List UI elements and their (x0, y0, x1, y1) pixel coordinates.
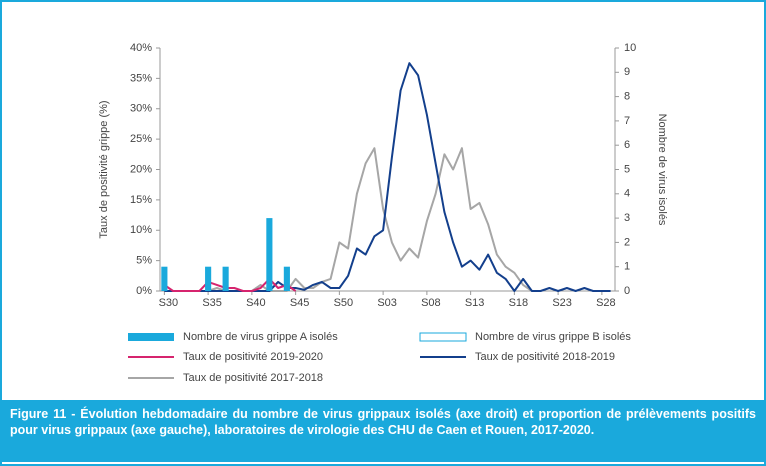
y2-tick-label: 8 (624, 91, 630, 103)
y2-tick-label: 2 (624, 236, 630, 248)
x-tick-label: S08 (421, 297, 441, 309)
y-tick-label: 10% (130, 224, 152, 236)
bar (283, 266, 290, 291)
line (164, 62, 611, 292)
x-tick-label: S35 (202, 297, 222, 309)
legend-swatch (419, 332, 467, 342)
y2-tick-label: 5 (624, 163, 630, 175)
chart: 0% 5% 10% 15% 20% 25% 30% 35% 40% 0 1 2 3 4 5 6 7 8 9 10 S30… (98, 42, 668, 384)
bar (266, 218, 273, 291)
y-tick-label: 25% (130, 133, 152, 145)
x-tick-label: S50 (334, 297, 354, 309)
x-tick-label: S18 (509, 297, 529, 309)
legend-label: Taux de positivité 2017-2018 (183, 372, 323, 384)
legend-label: Nombre de virus grippe B isolés (475, 331, 631, 343)
x-tick-label: S45 (290, 297, 310, 309)
x-tick-label: S30 (159, 297, 179, 309)
y2-tick-label: 10 (624, 42, 636, 54)
y-axis-label: Taux de positivité grippe (%) (98, 100, 110, 238)
bar (205, 266, 212, 291)
y2-tick-label: 6 (624, 139, 630, 151)
y-tick-label: 35% (130, 72, 152, 84)
y-tick-label: 15% (130, 194, 152, 206)
y-tick-label: 30% (130, 103, 152, 115)
y2-axis-label: Nombre de virus isolés (656, 114, 668, 226)
bar (161, 266, 168, 291)
legend-label: Nombre de virus grippe A isolés (183, 331, 338, 343)
caption: Figure 11 - Évolution hebdomadaire du no… (2, 400, 764, 462)
x-tick-label: S03 (377, 297, 397, 309)
legend-label: Taux de positivité 2019-2020 (183, 351, 323, 363)
y2-tick-label: 7 (624, 115, 630, 127)
y2-tick-label: 1 (624, 261, 630, 273)
y2-tick-label: 3 (624, 212, 630, 224)
y-tick-label: 5% (136, 255, 152, 267)
x-tick-label: S13 (465, 297, 485, 309)
line (163, 277, 297, 292)
y2-tick-label: 9 (624, 66, 630, 78)
line (164, 147, 533, 292)
y-tick-label: 40% (130, 42, 152, 54)
legend-label: Taux de positivité 2018-2019 (475, 351, 615, 363)
y-tick-label: 0% (136, 285, 152, 297)
x-tick-label: S28 (596, 297, 616, 309)
y2-tick-label: 0 (624, 285, 630, 297)
x-tick-label: S23 (552, 297, 572, 309)
y2-tick-label: 4 (624, 188, 630, 200)
bar (222, 266, 229, 291)
legend-swatch (128, 333, 174, 341)
y-tick-label: 20% (130, 163, 152, 175)
x-tick-label: S40 (246, 297, 266, 309)
